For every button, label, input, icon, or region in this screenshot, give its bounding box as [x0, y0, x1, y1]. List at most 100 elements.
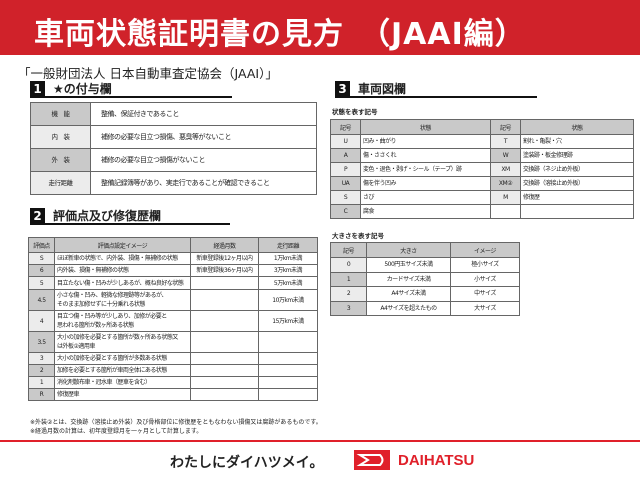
slogan-logo: わたしにダイハツメイ。 [170, 455, 324, 471]
table-cell: 500円玉サイズ未満 [366, 257, 451, 273]
table-cell [258, 331, 318, 353]
table-cell: 目立つ傷・凹み等が少しあり、加修が必要と 思われる箇所が数ヶ所ある状態 [54, 310, 191, 332]
table-header-row: 評価点 評価点設定イメージ 経過月数 走行距離 [28, 237, 318, 253]
table-cell: U [330, 134, 361, 149]
table-cell: 修復歴車 [54, 388, 191, 401]
table-cell: 小サイズ [450, 271, 520, 287]
table-cell: 3万km未満 [258, 264, 318, 277]
table-row: UA 傷を伴う凹み XM② 交換跡（溶接止め外板） [330, 176, 634, 191]
table-cell: 10万km未満 [258, 289, 318, 311]
table-cell: 2 [28, 364, 55, 377]
column-header: イメージ [450, 242, 520, 258]
table-cell: さび [360, 190, 491, 205]
score-table: 評価点 評価点設定イメージ 経過月数 走行距離 S ほぼ新車の状態で、内外装、損傷・無補修… [28, 237, 318, 401]
section-number: 3 [335, 81, 350, 96]
section1-heading: 1 ★の付与欄 [30, 81, 232, 98]
table-cell: 4.5 [28, 289, 55, 311]
column-header: 経過月数 [190, 237, 259, 253]
section-title: 評価点及び修復歴欄 [53, 209, 162, 223]
table-cell: 加修を必要とする箇所が車両全体にある状態 [54, 364, 191, 377]
table-cell [190, 310, 259, 332]
table-row: S さび M 修復歴 [330, 190, 634, 205]
table-cell: 3.5 [28, 331, 55, 353]
table-cell: 機 能 [30, 102, 91, 126]
table-cell: 凹み・曲がり [360, 134, 491, 149]
table-row: 0 500円玉サイズ未満 極小サイズ [330, 257, 520, 273]
table-cell [190, 276, 259, 290]
column-header: 記号 [490, 119, 521, 135]
size-caption: 大きさを表す記号 [332, 232, 384, 240]
table-row: 走行距離 整備記録簿等があり、実走行であることが確認できること [30, 171, 317, 195]
table-cell: 外 装 [30, 148, 91, 172]
table-row: 1 消化剤散布車・冠水車（歴車を含む） [28, 376, 318, 389]
table-row: 4 目立つ傷・凹み等が少しあり、加修が必要と 思われる箇所が数ヶ所ある状態 15万k… [28, 310, 318, 332]
section3-heading: 3 車両図欄 [335, 81, 537, 98]
table-cell: 割れ・亀裂・穴 [520, 134, 634, 149]
table-cell: XM [490, 162, 521, 177]
table-cell: 3 [28, 352, 55, 365]
table-cell [190, 388, 259, 401]
table-row: 外 装補修の必要な目立つ損傷がないこと [30, 148, 317, 172]
table-cell: 大小の加修を必要とする箇所が多数ある状態 [54, 352, 191, 365]
table-row: 6 内外装、損傷・無補修の状態 新車登録後36ヶ月以内 3万km未満 [28, 264, 318, 277]
table-cell: M [490, 190, 521, 205]
table-cell: 大小の加修を必要とする箇所が数ヶ所ある状態又 は外板②適用車 [54, 331, 191, 353]
table-cell: 15万km未満 [258, 310, 318, 332]
table-cell: 塗装跡・板金修理跡 [520, 148, 634, 163]
table-cell [258, 376, 318, 389]
table-row: U 凹み・曲がり T 割れ・亀裂・穴 [330, 134, 634, 149]
table-cell: 1 [330, 271, 367, 287]
table-cell: S [28, 252, 55, 265]
table-cell: 0 [330, 257, 367, 273]
table-cell: 傷・ささくれ [360, 148, 491, 163]
table-cell: A4サイズ未満 [366, 286, 451, 302]
table-cell: 5 [28, 276, 55, 290]
table-cell: 4 [28, 310, 55, 332]
table-cell: 腐食 [360, 204, 491, 219]
table-row: 3.5 大小の加修を必要とする箇所が数ヶ所ある状態又 は外板②適用車 [28, 331, 318, 353]
table-row: 2 A4サイズ未満 中サイズ [330, 286, 520, 302]
table-cell: 内 装 [30, 125, 91, 149]
section-title: 車両図欄 [358, 82, 407, 96]
page-title: 車両状態証明書の見方 （JAAI編） [34, 17, 526, 52]
table-header-row: 記号 状態 記号 状態 [330, 119, 634, 135]
table-cell: S [330, 190, 361, 205]
table-row: R 修復歴車 [28, 388, 318, 401]
table-cell: カードサイズ未満 [366, 271, 451, 287]
table-cell [520, 204, 634, 219]
section-title: ★の付与欄 [53, 82, 112, 96]
daihatsu-d-logo-icon [354, 450, 390, 470]
table-cell [490, 204, 521, 219]
table-cell: T [490, 134, 521, 149]
table-cell [190, 331, 259, 353]
star-table: 機 能整備、保証付きであること内 装補修の必要な目立つ損傷、悪臭等がないこと外 … [30, 102, 317, 195]
table-cell: XM② [490, 176, 521, 191]
table-cell: 目立たない傷・凹みが少しあるが、概ね良好な状態 [54, 276, 191, 290]
table-cell: A [330, 148, 361, 163]
column-header: 状態 [520, 119, 634, 135]
table-cell: 消化剤散布車・冠水車（歴車を含む） [54, 376, 191, 389]
notes: ※外装②とは、交換跡（溶接止め外装）及び骨格部位に修復歴をともなわない損傷又は腐… [30, 418, 322, 436]
table-row: 内 装補修の必要な目立つ損傷、悪臭等がないこと [30, 125, 317, 149]
section-number: 2 [30, 208, 45, 223]
header-banner: 車両状態証明書の見方 （JAAI編） [0, 0, 640, 55]
table-cell: 整備記録簿等があり、実走行であることが確認できること [90, 171, 317, 195]
organization-name: 「一般財団法人 日本自動車査定協会（JAAI）」 [18, 66, 278, 81]
table-cell [190, 364, 259, 377]
table-cell: 極小サイズ [450, 257, 520, 273]
table-cell: 2 [330, 286, 367, 302]
table-cell [258, 352, 318, 365]
column-header: 評価点 [28, 237, 55, 253]
state-caption: 状態を表す記号 [332, 108, 378, 116]
table-row: 5 目立たない傷・凹みが少しあるが、概ね良好な状態 5万km未満 [28, 276, 318, 290]
table-cell: UA [330, 176, 361, 191]
table-cell [190, 352, 259, 365]
column-header: 走行距離 [258, 237, 318, 253]
table-row: A 傷・ささくれ W 塗装跡・板金修理跡 [330, 148, 634, 163]
table-row: 3 A4サイズを超えたもの 大サイズ [330, 300, 520, 316]
note: ※経過月数の計算は、初年度登録月を一ヶ月として計算します。 [30, 428, 203, 435]
table-row: 機 能整備、保証付きであること [30, 102, 317, 126]
table-cell: 整備、保証付きであること [90, 102, 317, 126]
column-header: 記号 [330, 119, 361, 135]
table-cell: 5万km未満 [258, 276, 318, 290]
